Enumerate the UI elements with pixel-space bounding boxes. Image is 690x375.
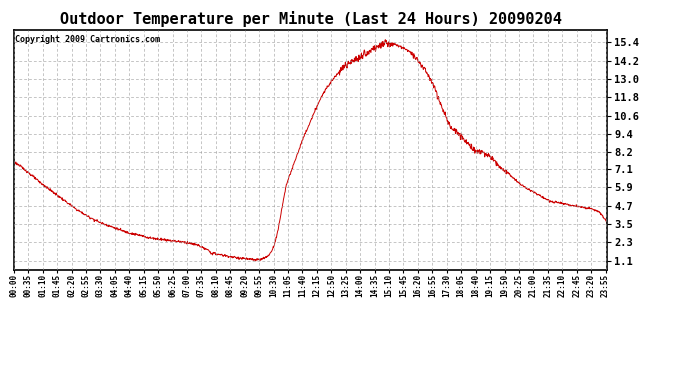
Title: Outdoor Temperature per Minute (Last 24 Hours) 20090204: Outdoor Temperature per Minute (Last 24 … [59,12,562,27]
Text: Copyright 2009 Cartronics.com: Copyright 2009 Cartronics.com [15,35,160,44]
